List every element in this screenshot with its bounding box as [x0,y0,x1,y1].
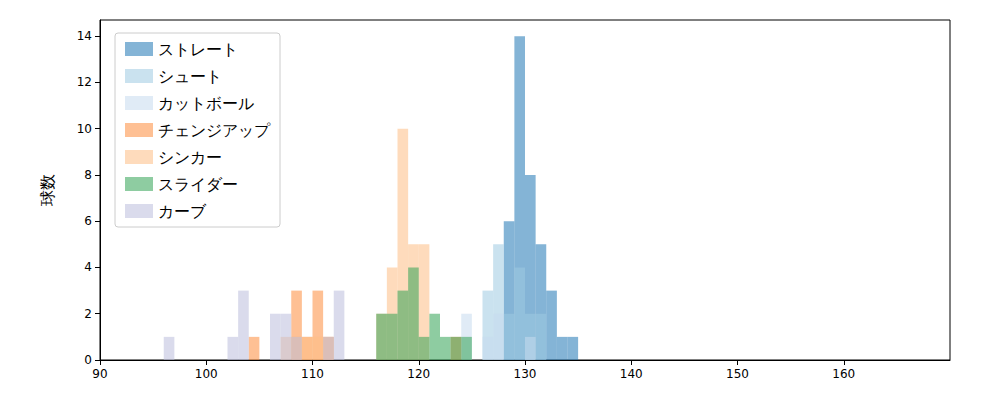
svg-text:100: 100 [195,367,218,381]
svg-text:6: 6 [84,214,92,228]
svg-text:14: 14 [77,29,92,43]
svg-text:2: 2 [84,307,92,321]
svg-text:130: 130 [514,367,537,381]
svg-text:8: 8 [84,168,92,182]
svg-text:10: 10 [77,122,92,136]
svg-text:110: 110 [301,367,324,381]
svg-text:140: 140 [620,367,643,381]
svg-text:スライダー: スライダー [158,175,238,194]
svg-text:シンカー: シンカー [158,148,222,167]
svg-text:シュート: シュート [158,67,222,86]
svg-text:カーブ: カーブ [158,202,207,221]
svg-text:90: 90 [92,367,107,381]
svg-text:150: 150 [726,367,749,381]
svg-text:0: 0 [84,353,92,367]
svg-text:120: 120 [407,367,430,381]
svg-text:チェンジアップ: チェンジアップ [158,121,271,140]
svg-text:カットボール: カットボール [158,94,254,113]
svg-text:球数: 球数 [38,174,57,206]
svg-text:ストレート: ストレート [158,40,238,59]
svg-text:4: 4 [84,260,92,274]
svg-text:160: 160 [832,367,855,381]
svg-text:12: 12 [77,75,92,89]
